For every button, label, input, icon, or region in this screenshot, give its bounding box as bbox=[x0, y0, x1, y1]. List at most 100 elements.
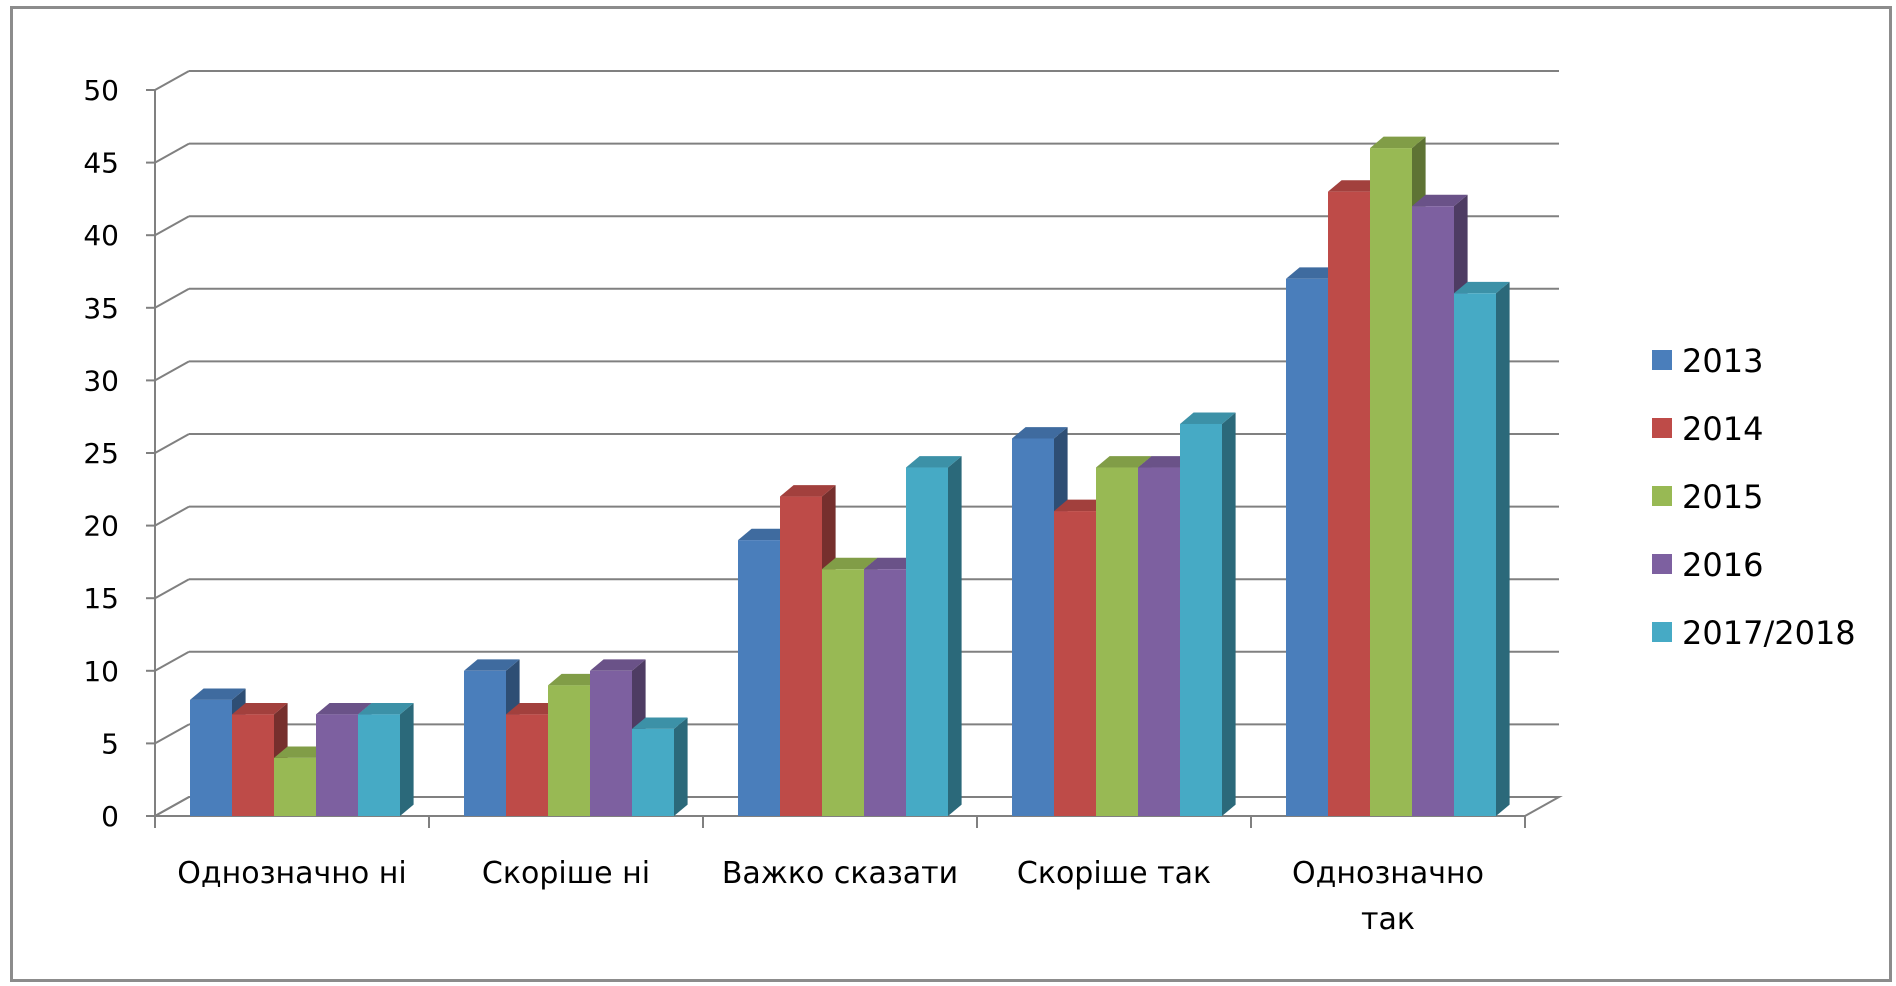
bar-top bbox=[864, 557, 920, 570]
bar-top bbox=[464, 659, 520, 671]
bar-front bbox=[1286, 278, 1328, 816]
bar-top bbox=[358, 702, 414, 715]
gridline-depth bbox=[154, 142, 190, 164]
x-tick-label: Скоріше ні bbox=[482, 856, 650, 891]
legend-swatch bbox=[1652, 350, 1672, 370]
y-tick-label: 25 bbox=[83, 437, 119, 470]
y-tick-label: 20 bbox=[83, 510, 119, 543]
gridline bbox=[154, 70, 1559, 91]
bar-top bbox=[506, 702, 562, 715]
gridline-depth bbox=[154, 70, 190, 91]
bar-top bbox=[1370, 136, 1426, 149]
bars bbox=[190, 136, 1510, 817]
gridline-depth bbox=[154, 505, 190, 527]
x-axis-labels: Однозначно ні Скоріше ні Важко сказати Скор… bbox=[177, 856, 1484, 937]
y-tick-label: 40 bbox=[83, 219, 119, 252]
bar-front bbox=[274, 757, 316, 816]
y-tick-label: 0 bbox=[101, 800, 119, 833]
legend-label: 2017/2018 bbox=[1682, 614, 1856, 652]
legend-swatch bbox=[1652, 486, 1672, 506]
bar-top bbox=[590, 659, 646, 671]
gridline-depth bbox=[154, 215, 190, 237]
bar-front bbox=[780, 496, 822, 816]
bar-top bbox=[274, 746, 330, 758]
bar-top bbox=[316, 702, 372, 715]
bar-top bbox=[906, 456, 962, 468]
bar-front bbox=[1412, 206, 1454, 816]
bar-front bbox=[1096, 467, 1138, 816]
gridline-depth bbox=[154, 287, 190, 309]
gridline-depth bbox=[154, 360, 190, 382]
bar-front bbox=[506, 714, 548, 816]
x-tick-label: Важко сказати bbox=[722, 856, 958, 891]
bar-front bbox=[822, 569, 864, 816]
legend-item: 2015 bbox=[1652, 478, 1763, 516]
gridline-depth bbox=[154, 723, 190, 745]
bar-top bbox=[232, 702, 288, 715]
bar-front bbox=[1328, 191, 1370, 816]
bar-top bbox=[1180, 412, 1236, 424]
bar-front bbox=[864, 569, 906, 816]
bar-top bbox=[190, 688, 246, 700]
bar-front bbox=[1370, 148, 1412, 816]
gridline-depth bbox=[154, 796, 190, 817]
legend-label: 2013 bbox=[1682, 342, 1763, 380]
bar-front bbox=[1180, 423, 1222, 816]
bar bbox=[358, 702, 414, 816]
bar-top bbox=[1328, 180, 1384, 192]
bar-top bbox=[1096, 456, 1152, 468]
legend-label: 2014 bbox=[1682, 410, 1763, 448]
bar-side bbox=[1222, 412, 1236, 816]
bar-top bbox=[822, 557, 878, 570]
x-tick-label: Однозначно bbox=[1292, 856, 1484, 891]
bar-top bbox=[1412, 194, 1468, 207]
bar-front bbox=[1012, 438, 1054, 816]
bar-front bbox=[464, 670, 506, 816]
bar-front bbox=[738, 540, 780, 816]
legend: 2013 2014 2015 2016 2017/2018 bbox=[1652, 342, 1856, 652]
y-tick-label: 45 bbox=[83, 147, 119, 180]
y-tick-label: 10 bbox=[83, 655, 119, 688]
y-tick-label: 5 bbox=[101, 727, 119, 760]
bar-front bbox=[190, 699, 232, 816]
gridline-depth bbox=[154, 433, 190, 454]
bar-front bbox=[316, 714, 358, 816]
bar-side bbox=[400, 702, 414, 816]
bar-front bbox=[906, 467, 948, 816]
bar-top bbox=[1054, 499, 1110, 512]
y-tick-label: 35 bbox=[83, 292, 119, 325]
legend-label: 2015 bbox=[1682, 478, 1763, 516]
legend-label: 2016 bbox=[1682, 546, 1763, 584]
bar-top bbox=[1012, 427, 1068, 439]
bar-front bbox=[358, 714, 400, 816]
gridline-depth bbox=[154, 650, 190, 672]
bar-side bbox=[1496, 281, 1510, 816]
bar bbox=[906, 456, 962, 816]
x-tick-label: Однозначно ні bbox=[177, 856, 406, 891]
legend-swatch bbox=[1652, 622, 1672, 642]
bar-top bbox=[632, 717, 688, 729]
legend-item: 2017/2018 bbox=[1652, 614, 1856, 652]
legend-swatch bbox=[1652, 418, 1672, 438]
bar-front bbox=[548, 685, 590, 816]
bar-front bbox=[1054, 511, 1096, 816]
bar bbox=[1180, 412, 1236, 816]
y-tick-label: 50 bbox=[83, 74, 119, 107]
bar-front bbox=[232, 714, 274, 816]
bar-top bbox=[548, 673, 604, 686]
bar-top bbox=[1454, 281, 1510, 294]
bar-side bbox=[674, 717, 688, 816]
x-tick-label: Скоріше так bbox=[1017, 856, 1211, 891]
bar-front bbox=[1454, 293, 1496, 816]
y-tick-label: 30 bbox=[83, 364, 119, 397]
legend-item: 2014 bbox=[1652, 410, 1763, 448]
legend-swatch bbox=[1652, 554, 1672, 574]
bar-front bbox=[1138, 467, 1180, 816]
bar-top bbox=[1138, 456, 1194, 468]
bar-top bbox=[780, 485, 836, 497]
bar-front bbox=[632, 728, 674, 816]
legend-item: 2013 bbox=[1652, 342, 1763, 380]
legend-item: 2016 bbox=[1652, 546, 1763, 584]
bar-side bbox=[948, 456, 962, 816]
